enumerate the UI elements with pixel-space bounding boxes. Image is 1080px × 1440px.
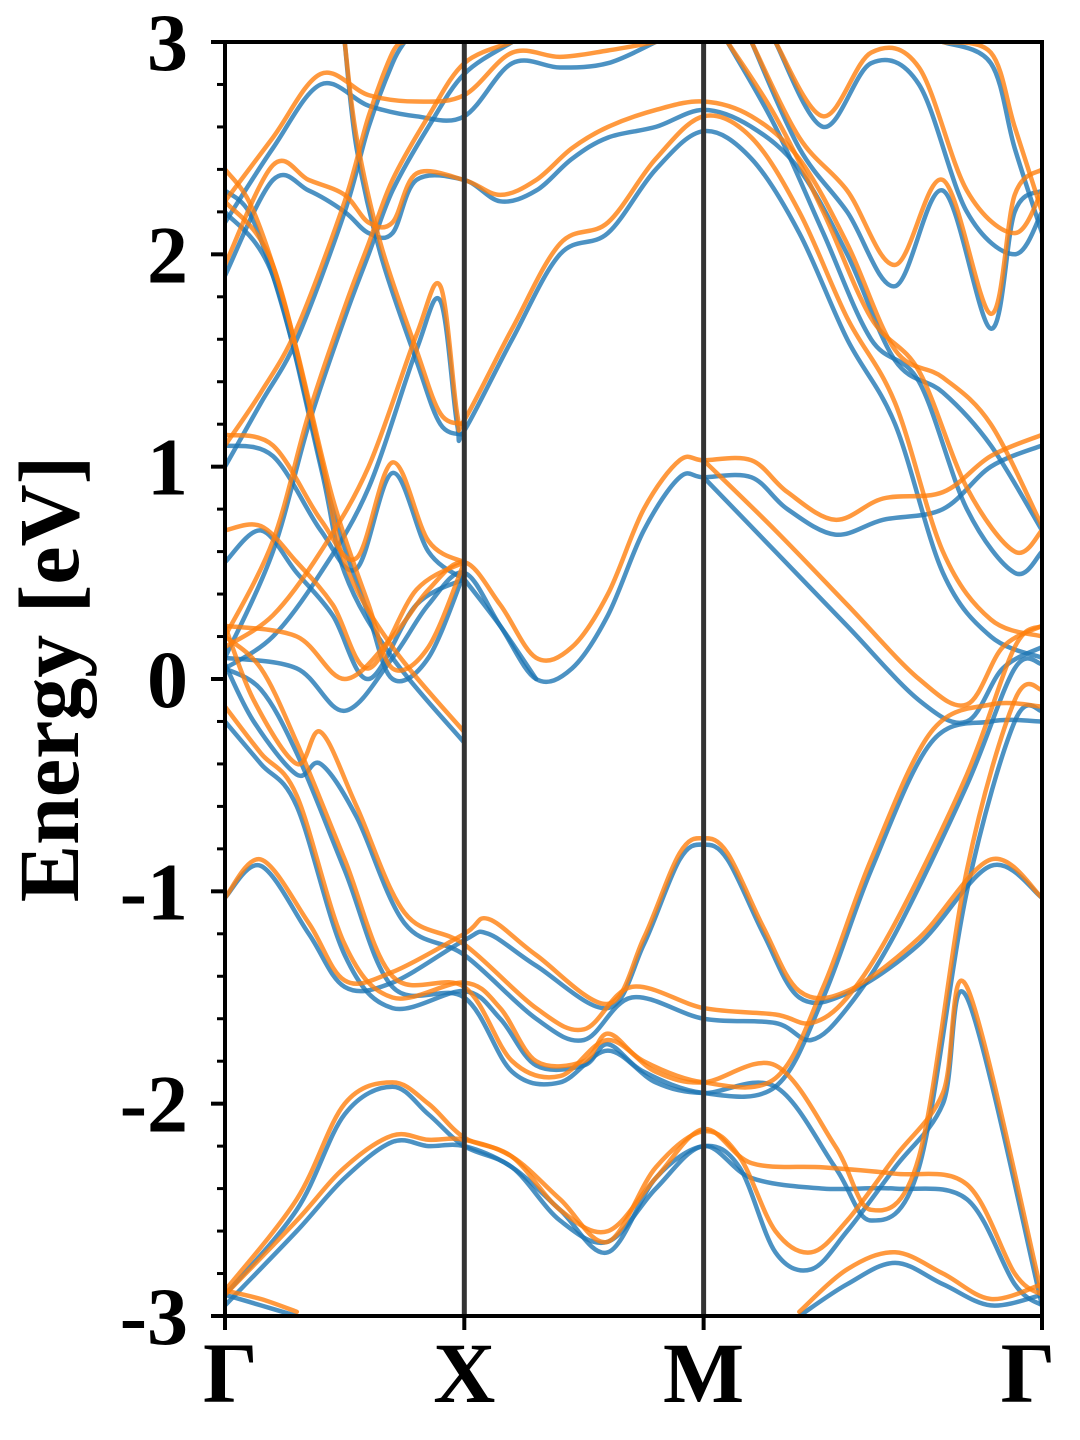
band-line (225, 107, 1042, 533)
band-line (225, 99, 1042, 529)
band-line (701, 475, 1042, 726)
band-line (773, 42, 1042, 257)
x-tick-label: X (433, 1325, 495, 1421)
bands-layer (225, 42, 1042, 1316)
band-line (797, 1250, 1042, 1315)
band-line (225, 656, 1042, 1043)
band-line (225, 42, 659, 204)
band-line (225, 717, 1042, 1099)
high-symmetry-lines (461, 42, 707, 1316)
x-tick-label: Γ (1001, 1325, 1056, 1421)
band-line (225, 1292, 300, 1316)
y-tick-label: 0 (147, 634, 188, 725)
y-tick-label: -3 (120, 1271, 188, 1362)
band-line (225, 432, 467, 565)
band-line (225, 978, 1042, 1298)
y-tick-label: 3 (147, 0, 188, 88)
band-line (773, 42, 1042, 236)
band-line (797, 1260, 1042, 1316)
band-line (225, 42, 407, 469)
band-line (225, 199, 467, 735)
band-line (940, 42, 1042, 236)
band-line (725, 42, 1042, 556)
x-tick-label: M (663, 1325, 744, 1421)
y-axis-label: Energy [eV] (1, 456, 97, 903)
band-line (225, 1288, 300, 1315)
y-tick-label: 1 (147, 422, 188, 513)
band-line (701, 458, 1042, 708)
band-line (225, 700, 1042, 1090)
band-line (225, 989, 1042, 1308)
band-line (225, 113, 1042, 650)
y-tick-label: -1 (120, 846, 188, 937)
band-line (225, 666, 1042, 1223)
band-line (225, 623, 1042, 1033)
band-line (749, 42, 1042, 317)
series-2 (225, 42, 1042, 1315)
band-line (342, 42, 467, 427)
y-tick-label: 2 (147, 209, 188, 300)
band-line (225, 634, 1042, 1213)
band-line (225, 1080, 1042, 1298)
band-line (225, 42, 659, 225)
y-axis: -3 -2 -1 0 1 2 3 (120, 0, 225, 1362)
band-line (225, 522, 467, 671)
x-tick-label: Γ (203, 1325, 258, 1421)
band-line (462, 576, 539, 682)
band-line (225, 42, 407, 448)
y-tick-label: -2 (120, 1059, 188, 1150)
band-line (225, 128, 1042, 671)
band-line (225, 42, 515, 639)
band-line (225, 167, 467, 673)
